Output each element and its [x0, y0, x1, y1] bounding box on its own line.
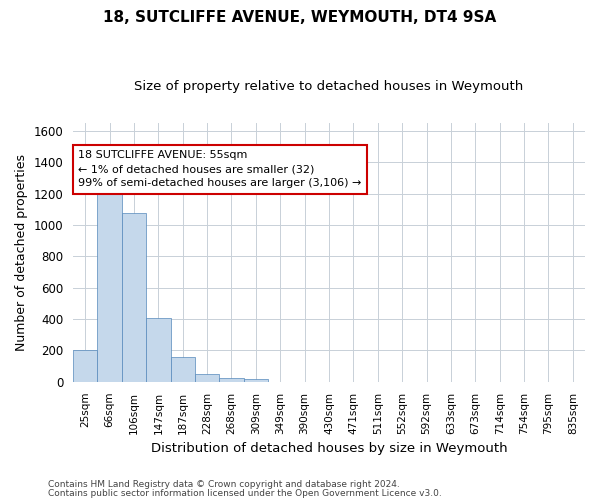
- Text: 18, SUTCLIFFE AVENUE, WEYMOUTH, DT4 9SA: 18, SUTCLIFFE AVENUE, WEYMOUTH, DT4 9SA: [103, 10, 497, 25]
- Bar: [146, 318, 170, 382]
- Text: Contains HM Land Registry data © Crown copyright and database right 2024.: Contains HM Land Registry data © Crown c…: [48, 480, 400, 489]
- Bar: [97, 189, 122, 382]
- X-axis label: Distribution of detached houses by size in Weymouth: Distribution of detached houses by size …: [151, 442, 508, 455]
- Text: 18 SUTCLIFFE AVENUE: 55sqm
← 1% of detached houses are smaller (32)
99% of semi-: 18 SUTCLIFFE AVENUE: 55sqm ← 1% of detac…: [78, 150, 362, 188]
- Bar: [73, 350, 97, 382]
- Title: Size of property relative to detached houses in Weymouth: Size of property relative to detached ho…: [134, 80, 524, 93]
- Bar: [122, 214, 146, 382]
- Bar: [220, 378, 244, 382]
- Y-axis label: Number of detached properties: Number of detached properties: [15, 154, 28, 351]
- Bar: [244, 378, 268, 382]
- Text: Contains public sector information licensed under the Open Government Licence v3: Contains public sector information licen…: [48, 490, 442, 498]
- Bar: [195, 374, 220, 382]
- Bar: [170, 357, 195, 382]
